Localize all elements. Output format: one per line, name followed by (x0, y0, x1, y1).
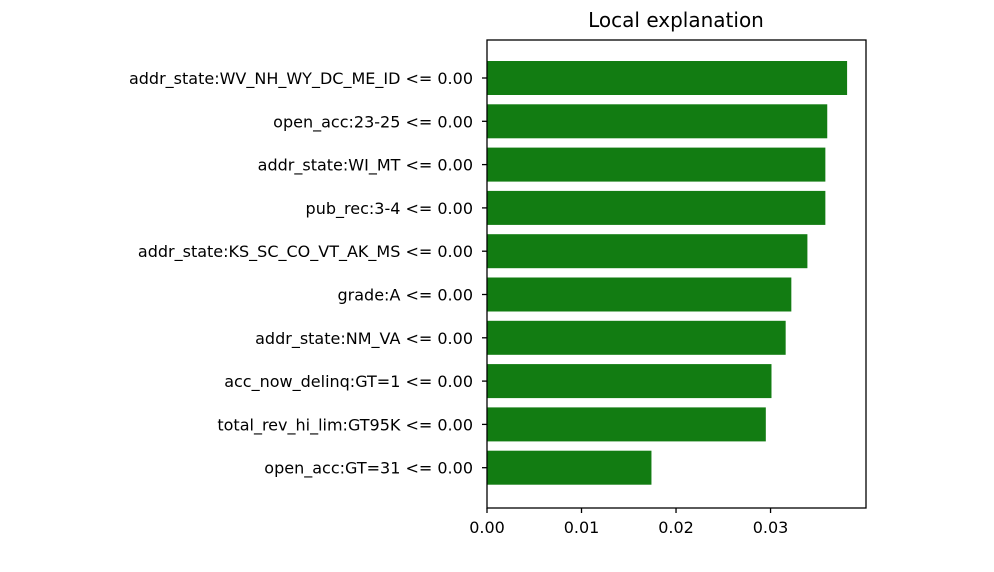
y-axis: addr_state:WV_NH_WY_DC_ME_ID <= 0.00 open… (129, 69, 487, 479)
y-tick-label-0: addr_state:WV_NH_WY_DC_ME_ID <= 0.00 (129, 69, 473, 89)
y-tick-label-2: addr_state:WI_MT <= 0.00 (258, 156, 473, 176)
y-tick-label-6: addr_state:NM_VA <= 0.00 (255, 329, 473, 349)
bar-7 (487, 364, 772, 399)
bar-3 (487, 190, 826, 225)
chart-title: Local explanation (588, 8, 764, 32)
bars-layer (487, 61, 848, 485)
plot-frame (486, 39, 867, 509)
bar-1 (487, 104, 828, 139)
x-tick-label-2: 0.02 (658, 518, 694, 537)
x-axis: 0.00 0.01 0.02 0.03 (469, 508, 788, 537)
bar-0 (487, 61, 848, 95)
bar-8 (487, 407, 766, 442)
y-tick-label-5: grade:A <= 0.00 (338, 286, 473, 305)
x-tick-label-1: 0.01 (564, 518, 600, 537)
y-tick-label-9: open_acc:GT=31 <= 0.00 (264, 459, 473, 479)
x-tick-label-0: 0.00 (469, 518, 505, 537)
x-tick-label-3: 0.03 (753, 518, 789, 537)
y-tick-label-7: acc_now_delinq:GT=1 <= 0.00 (224, 372, 473, 392)
y-tick-label-8: total_rev_hi_lim:GT95K <= 0.00 (217, 415, 473, 435)
y-tick-label-1: open_acc:23-25 <= 0.00 (273, 112, 473, 132)
bar-9 (487, 450, 652, 485)
y-tick-label-4: addr_state:KS_SC_CO_VT_AK_MS <= 0.00 (138, 242, 473, 262)
bar-6 (487, 320, 786, 355)
y-tick-label-3: pub_rec:3-4 <= 0.00 (306, 199, 473, 219)
bar-5 (487, 277, 792, 312)
bar-4 (487, 234, 808, 269)
bar-2 (487, 147, 826, 182)
